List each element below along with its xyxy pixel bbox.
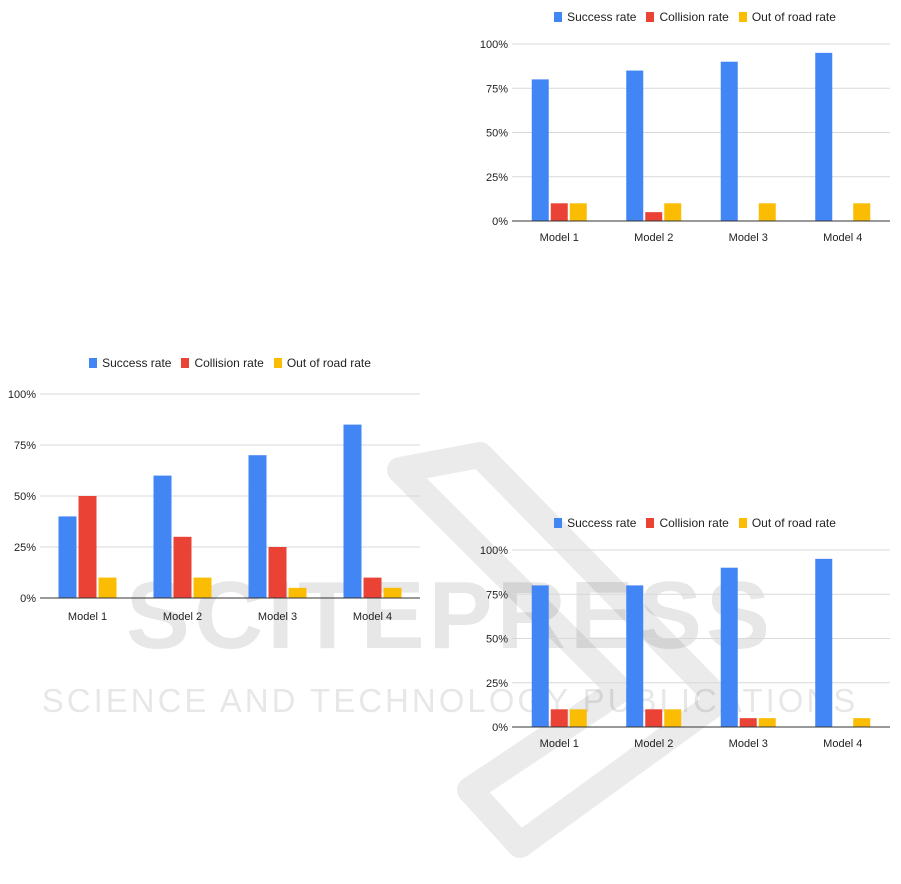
chart-legend: Success rate Collision rate Out of road ra… <box>500 516 890 530</box>
bar <box>383 587 402 598</box>
x-category-label: Model 2 <box>634 738 673 750</box>
bar <box>645 212 663 221</box>
bar-chart-middle-left: Success rate Collision rate Out of road ra… <box>0 356 420 626</box>
bar <box>626 585 644 727</box>
bar-chart-top-right: Success rate Collision rate Out of road ra… <box>460 10 890 250</box>
bar <box>78 496 97 598</box>
legend-label: Collision rate <box>659 516 729 530</box>
bar <box>531 79 549 222</box>
y-tick-label: 25% <box>486 172 508 184</box>
bar <box>193 577 212 598</box>
bar <box>288 587 307 598</box>
y-tick-label: 75% <box>486 83 508 95</box>
bar <box>363 577 382 598</box>
y-tick-label: 25% <box>14 542 36 554</box>
legend-item: Success rate <box>554 10 636 24</box>
chart-legend: Success rate Collision rate Out of road ra… <box>40 356 420 370</box>
legend-label: Collision rate <box>659 10 729 24</box>
bar <box>720 567 738 727</box>
y-tick-label: 50% <box>486 634 508 646</box>
legend-swatch <box>554 12 563 22</box>
chart-legend: Success rate Collision rate Out of road ra… <box>500 10 890 24</box>
bar <box>664 203 682 221</box>
x-category-label: Model 4 <box>823 232 862 244</box>
legend-swatch <box>738 518 747 528</box>
legend-item: Out of road rate <box>738 10 836 24</box>
bar <box>248 455 267 598</box>
y-tick-label: 75% <box>14 440 36 452</box>
y-tick-label: 50% <box>14 491 36 503</box>
bar <box>550 203 568 221</box>
legend-swatch <box>181 358 190 368</box>
bar <box>664 709 682 727</box>
bar <box>815 558 833 727</box>
bar <box>569 203 587 221</box>
legend-label: Collision rate <box>194 356 264 370</box>
x-category-label: Model 2 <box>634 232 673 244</box>
x-category-label: Model 1 <box>540 738 579 750</box>
bar <box>58 516 77 598</box>
x-category-label: Model 4 <box>353 611 392 623</box>
x-category-label: Model 2 <box>163 611 202 623</box>
bar <box>343 424 362 598</box>
y-tick-label: 100% <box>480 39 508 51</box>
legend-label: Success rate <box>567 516 637 530</box>
y-tick-label: 0% <box>492 722 508 734</box>
x-category-label: Model 3 <box>729 738 768 750</box>
bar <box>531 585 549 727</box>
bar <box>720 61 738 222</box>
bar <box>268 547 287 598</box>
y-tick-label: 50% <box>486 128 508 140</box>
bar <box>153 475 172 598</box>
legend-swatch <box>89 358 98 368</box>
legend-swatch <box>738 12 747 22</box>
bar <box>98 577 117 598</box>
legend-swatch <box>554 518 563 528</box>
x-category-label: Model 3 <box>729 232 768 244</box>
legend-label: Success rate <box>102 356 172 370</box>
legend-item: Collision rate <box>181 356 264 370</box>
bar <box>550 709 568 727</box>
legend-label: Success rate <box>567 10 637 24</box>
x-category-label: Model 3 <box>258 611 297 623</box>
legend-item: Out of road rate <box>738 516 836 530</box>
legend-label: Out of road rate <box>751 516 836 530</box>
y-tick-label: 100% <box>8 389 36 401</box>
legend-item: Success rate <box>89 356 171 370</box>
y-tick-label: 25% <box>486 678 508 690</box>
y-tick-label: 75% <box>486 589 508 601</box>
y-tick-label: 100% <box>480 545 508 557</box>
legend-item: Collision rate <box>646 10 729 24</box>
bar-chart-plot: 0% 25% 50% 75% 100% Model 1 Model 2 Model 3 Mode… <box>480 39 890 244</box>
bar <box>739 718 757 727</box>
legend-item: Collision rate <box>646 516 729 530</box>
bar <box>173 536 192 598</box>
legend-swatch <box>646 12 655 22</box>
bar <box>569 709 587 727</box>
bar <box>853 718 871 727</box>
x-category-label: Model 4 <box>823 738 862 750</box>
bar <box>758 203 776 221</box>
bar-chart-plot: 0% 25% 50% 75% 100% Model 1 Model 2 Model 3 Mode… <box>480 545 890 750</box>
x-category-label: Model 1 <box>540 232 579 244</box>
bar-chart-plot: 0% 25% 50% 75% 100% Model 1 Model 2 Model 3 Mode… <box>8 389 420 623</box>
bar <box>758 718 776 727</box>
bar <box>626 70 644 221</box>
legend-swatch <box>273 358 282 368</box>
bar <box>815 52 833 221</box>
legend-item: Success rate <box>554 516 636 530</box>
legend-label: Out of road rate <box>286 356 371 370</box>
y-tick-label: 0% <box>20 593 36 605</box>
bar <box>645 709 663 727</box>
x-category-label: Model 1 <box>68 611 107 623</box>
bar-chart-bottom-right: Success rate Collision rate Out of road ra… <box>460 516 890 756</box>
legend-label: Out of road rate <box>751 10 836 24</box>
legend-swatch <box>646 518 655 528</box>
y-tick-label: 0% <box>492 216 508 228</box>
bar <box>853 203 871 221</box>
legend-item: Out of road rate <box>273 356 371 370</box>
